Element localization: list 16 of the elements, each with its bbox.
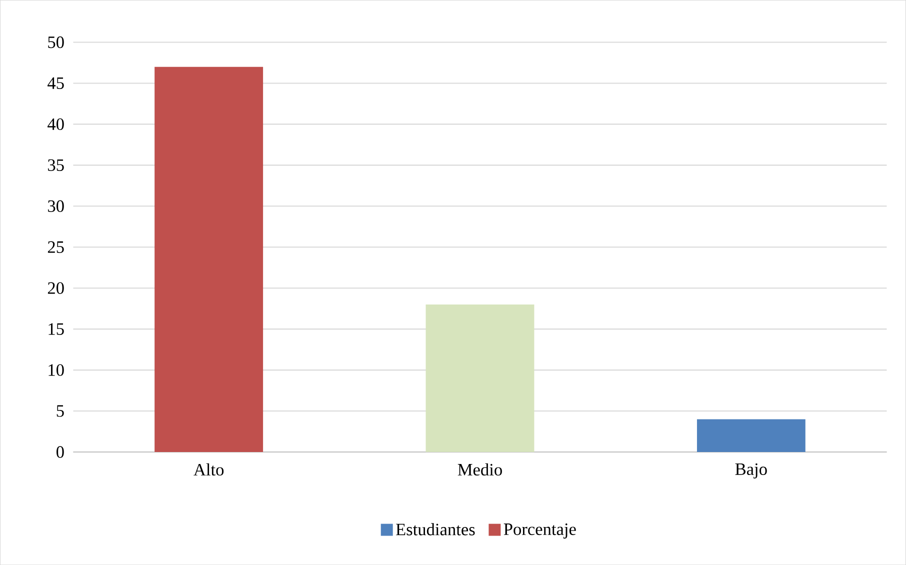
y-tick-label: 35 bbox=[48, 159, 64, 171]
legend-label: Porcentaje bbox=[504, 523, 576, 538]
x-tick-label: Bajo bbox=[735, 463, 767, 478]
x-tick-label: Alto bbox=[194, 463, 224, 476]
y-tick-label: 25 bbox=[48, 241, 64, 253]
y-tick-label: 50 bbox=[48, 36, 64, 48]
legend-label: Estudiantes bbox=[396, 523, 475, 536]
y-tick-label: 30 bbox=[48, 200, 64, 212]
y-tick-label: 15 bbox=[48, 323, 64, 335]
y-tick-label: 0 bbox=[56, 446, 64, 458]
y-tick-label: 45 bbox=[48, 77, 64, 89]
y-tick-label: 40 bbox=[48, 118, 64, 130]
y-tick-label: 10 bbox=[48, 364, 64, 376]
y-tick-label: 20 bbox=[48, 282, 64, 294]
y-tick-label: 5 bbox=[56, 405, 64, 417]
x-tick-label: Medio bbox=[458, 463, 502, 476]
